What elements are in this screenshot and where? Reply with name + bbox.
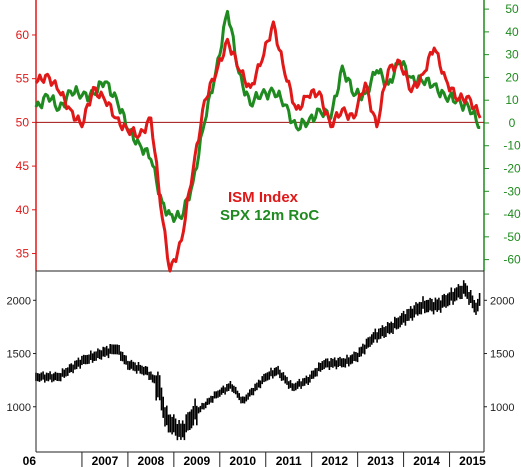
x-tick-label: 2012 — [321, 454, 348, 467]
bottom-right-tick-label: 1000 — [490, 402, 514, 414]
right-tick-label: -60 — [503, 253, 521, 267]
spx-ohlc-bars — [35, 280, 481, 441]
x-tick-label: 2011 — [276, 454, 302, 467]
legend: ISM Index SPX 12m RoC — [220, 189, 319, 224]
x-tick-label: 2009 — [183, 454, 210, 467]
right-tick-label: 30 — [505, 48, 519, 62]
left-tick-label: 45 — [16, 159, 30, 173]
left-axis-ticks: 35 40 45 50 55 60 — [16, 28, 36, 261]
bottom-panel-frame — [35, 271, 485, 453]
right-tick-label: 10 — [505, 93, 519, 107]
x-tick-label: 2014 — [413, 454, 440, 467]
x-tick-label: 06 — [23, 454, 37, 467]
legend-spx-roc-label: SPX 12m RoC — [220, 207, 319, 224]
top-series-lines — [34, 9, 482, 273]
x-tick-label: 2010 — [229, 454, 256, 467]
right-tick-label: 0 — [509, 116, 516, 130]
top-panel-frame — [35, 0, 485, 272]
bottom-left-tick-label: 1500 — [7, 349, 31, 361]
spx-12m-roc-line — [34, 9, 481, 223]
x-tick-label: 2013 — [367, 454, 394, 467]
x-tick-label: 2008 — [138, 454, 165, 467]
legend-ism-label: ISM Index — [228, 189, 299, 206]
right-tick-label: 20 — [505, 70, 519, 84]
right-tick-label: -40 — [503, 207, 521, 221]
right-tick-label: -10 — [503, 139, 521, 153]
left-tick-label: 35 — [16, 247, 30, 261]
x-tick-label: 2007 — [92, 454, 119, 467]
x-axis-year-ticks: 06 2007 2008 2009 2010 2011 2012 2013 2014 2015 — [23, 452, 486, 467]
left-tick-label: 60 — [16, 28, 30, 42]
right-tick-label: 40 — [505, 25, 519, 39]
right-tick-label: -30 — [503, 184, 521, 198]
bottom-axis-ticks: 1000 1000 1500 1500 2000 2000 — [7, 295, 515, 413]
ism-index-line — [34, 20, 482, 273]
right-tick-label: -50 — [503, 230, 521, 244]
left-tick-label: 55 — [16, 72, 30, 86]
right-tick-label: -20 — [503, 162, 521, 176]
bottom-left-tick-label: 2000 — [7, 295, 31, 307]
right-axis-ticks: -60 -50 -40 -30 -20 -10 0 10 20 30 40 50 — [484, 2, 521, 267]
x-tick-label: 2015 — [459, 454, 486, 467]
right-tick-label: 50 — [505, 2, 519, 16]
left-tick-label: 40 — [16, 203, 30, 217]
bottom-right-tick-label: 2000 — [490, 295, 514, 307]
left-tick-label: 50 — [16, 115, 30, 129]
bottom-left-tick-label: 1000 — [7, 402, 31, 414]
bottom-right-tick-label: 1500 — [490, 349, 514, 361]
